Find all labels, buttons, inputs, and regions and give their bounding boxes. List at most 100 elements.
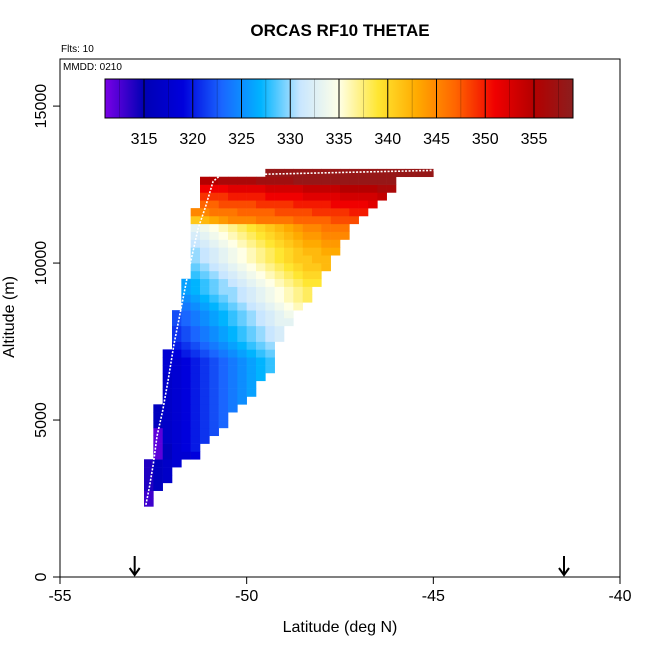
- heatmap-cell: [237, 341, 247, 350]
- heatmap-cell: [321, 239, 331, 248]
- heatmap-cell: [190, 443, 201, 452]
- heatmap-cell: [237, 357, 247, 366]
- heatmap-cell: [321, 247, 331, 256]
- heatmap-cell: [218, 192, 229, 201]
- heatmap-cell: [330, 200, 341, 209]
- heatmap-cell: [237, 318, 247, 327]
- heatmap-cell: [190, 270, 201, 280]
- heatmap-cell: [144, 474, 154, 484]
- heatmap-cell: [200, 388, 210, 397]
- heatmap-cell: [330, 192, 341, 201]
- heatmap-cell: [200, 302, 210, 311]
- heatmap-cell: [284, 263, 294, 272]
- heatmap-cell: [321, 200, 331, 209]
- heatmap-cell: [274, 247, 285, 256]
- heatmap-cell: [237, 365, 247, 374]
- heatmap-cell: [312, 200, 322, 209]
- heatmap-cell: [293, 200, 303, 209]
- heatmap-cell: [190, 372, 201, 382]
- heatmap-cell: [209, 192, 219, 201]
- heatmap-cell: [284, 215, 294, 225]
- heatmap-cell: [246, 286, 257, 295]
- heatmap-cell: [209, 286, 219, 295]
- x-tick-label: -50: [235, 588, 258, 605]
- arrow-markers: [128, 556, 570, 577]
- heatmap-cell: [256, 349, 266, 358]
- heatmap-cell: [172, 357, 182, 366]
- heatmap-cell: [284, 247, 294, 256]
- heatmap-cell: [218, 341, 229, 350]
- heatmap-cell: [181, 286, 191, 295]
- heatmap-cell: [302, 215, 313, 225]
- heatmap-cell: [293, 278, 303, 287]
- heatmap-cell: [228, 208, 238, 217]
- heatmap-cell: [246, 365, 257, 374]
- heatmap-cell: [256, 184, 266, 193]
- heatmap-cell: [265, 239, 275, 248]
- heatmap-cell: [172, 412, 182, 421]
- heatmap-cell: [218, 357, 229, 366]
- heatmap-cell: [256, 255, 266, 264]
- heatmap-cell: [265, 286, 275, 295]
- heatmap-cell: [237, 184, 247, 193]
- heatmap-cell: [153, 443, 163, 452]
- heatmap-cell: [293, 294, 303, 303]
- heatmap-cell: [162, 380, 173, 389]
- heatmap-cell: [162, 435, 173, 444]
- heatmap-cell: [246, 255, 257, 264]
- heatmap-cell: [190, 412, 201, 421]
- heatmap-cell: [312, 270, 322, 280]
- heatmap-cell: [256, 341, 266, 350]
- heatmap-cell: [256, 208, 266, 217]
- heatmap-cell: [237, 223, 247, 232]
- heatmap-cell: [293, 270, 303, 280]
- heatmap-cell: [302, 255, 313, 264]
- heatmap-cell: [144, 459, 154, 468]
- heatmap-cell: [330, 239, 341, 248]
- heatmap-cell: [302, 184, 313, 193]
- heatmap-cell: [190, 215, 201, 225]
- heatmap-cell: [293, 239, 303, 248]
- heatmap-cell: [190, 404, 201, 413]
- heatmap-cell: [274, 325, 285, 334]
- heatmap-cell: [405, 168, 415, 178]
- heatmap-cell: [218, 263, 229, 272]
- heatmap-cell: [237, 302, 247, 311]
- heatmap-cell: [302, 231, 313, 240]
- heatmap-cell: [218, 215, 229, 225]
- y-axis-label: Altitude (m): [1, 276, 18, 358]
- heatmap-cell: [237, 215, 247, 225]
- heatmap-cell: [190, 341, 201, 350]
- heatmap-cell: [209, 239, 219, 248]
- heatmap-cell: [218, 278, 229, 287]
- heatmap-cell: [284, 208, 294, 217]
- heatmap-cell: [209, 278, 219, 287]
- heatmap-cell: [200, 247, 210, 256]
- heatmap-cell: [181, 302, 191, 311]
- heatmap-cell: [265, 302, 275, 311]
- heatmap-cell: [377, 184, 387, 193]
- heatmap-cell: [237, 396, 247, 405]
- heatmap-cell: [209, 302, 219, 311]
- heatmap-cell: [256, 270, 266, 280]
- heatmap-cell: [209, 349, 219, 358]
- heatmap-cell: [274, 208, 285, 217]
- heatmap-cell: [162, 467, 173, 476]
- heatmap-cell: [218, 184, 229, 193]
- heatmap-cell: [246, 294, 257, 303]
- heatmap-cell: [246, 380, 257, 389]
- heatmap-cell: [265, 357, 275, 366]
- heatmap-cell: [181, 451, 191, 460]
- heatmap-cell: [200, 200, 210, 209]
- heatmap-cell: [228, 365, 238, 374]
- heatmap-cell: [274, 310, 285, 319]
- heatmap-cell: [368, 200, 378, 209]
- heatmap-cell: [228, 200, 238, 209]
- heatmap-cell: [228, 239, 238, 248]
- heatmap-cell: [293, 176, 303, 185]
- heatmap-cell: [228, 310, 238, 319]
- heatmap-cell: [256, 176, 266, 185]
- heatmap-cell: [172, 349, 182, 358]
- heatmap-cell: [181, 294, 191, 303]
- heatmap-cell: [200, 270, 210, 280]
